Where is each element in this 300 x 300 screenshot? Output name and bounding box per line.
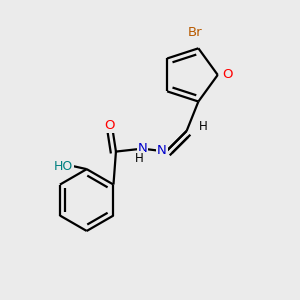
Text: H: H	[198, 120, 207, 133]
Text: Br: Br	[188, 26, 203, 39]
Text: HO: HO	[53, 160, 73, 173]
Text: H: H	[135, 152, 144, 165]
Text: N: N	[138, 142, 147, 155]
Text: N: N	[157, 144, 166, 157]
Text: O: O	[104, 118, 115, 132]
Text: O: O	[222, 68, 232, 81]
